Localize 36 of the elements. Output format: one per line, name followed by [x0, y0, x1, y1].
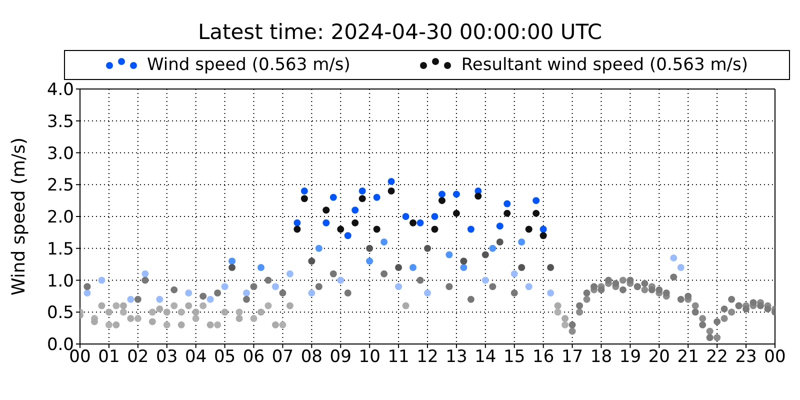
x-tick-label: 14 — [474, 347, 496, 368]
x-tick-label: 07 — [272, 347, 294, 368]
x-tick-label: 15 — [504, 347, 526, 368]
x-tick-label: 16 — [532, 347, 554, 368]
x-tick-label: 06 — [242, 347, 265, 368]
x-tick-label: 02 — [127, 347, 149, 368]
x-tick-label: 19 — [619, 347, 642, 368]
x-tick-label: 08 — [300, 347, 322, 368]
x-tick-label: 22 — [706, 347, 728, 368]
y-tick-label: 2.0 — [46, 208, 74, 228]
y-tick-label: 4.0 — [46, 80, 74, 100]
x-tick-label: 18 — [590, 347, 612, 368]
y-tick-label: 1.0 — [46, 271, 74, 292]
x-tick-label: 21 — [677, 347, 699, 368]
x-tick-label: 20 — [648, 347, 670, 368]
x-tick-label: 09 — [330, 347, 352, 368]
x-tick-label: 00 — [764, 347, 786, 368]
x-tick-label: 04 — [185, 347, 207, 368]
x-tick-label: 12 — [416, 347, 438, 368]
x-tick-label: 23 — [735, 347, 757, 368]
x-tick-label: 01 — [98, 347, 120, 368]
y-tick-label: 0.5 — [46, 303, 74, 324]
x-tick-label: 03 — [156, 347, 178, 368]
y-axis-title: Wind speed (m/s) — [8, 137, 30, 296]
x-tick-label: 17 — [561, 347, 584, 368]
x-tick-label: 05 — [214, 347, 236, 368]
y-tick-label: 3.0 — [46, 144, 74, 164]
chart-title: Latest time: 2024-04-30 00:00:00 UTC — [196, 20, 604, 44]
x-tick-label: 10 — [358, 347, 380, 368]
legend-label: Resultant wind speed (0.563 m/s) — [461, 55, 748, 75]
x-tick-label: 11 — [388, 347, 410, 368]
y-tick-label: 1.5 — [46, 239, 74, 260]
y-tick-label: 2.5 — [46, 176, 74, 196]
legend-label: Wind speed (0.563 m/s) — [146, 55, 350, 75]
x-tick-label: 13 — [446, 347, 468, 368]
y-tick-label: 3.5 — [46, 112, 74, 132]
